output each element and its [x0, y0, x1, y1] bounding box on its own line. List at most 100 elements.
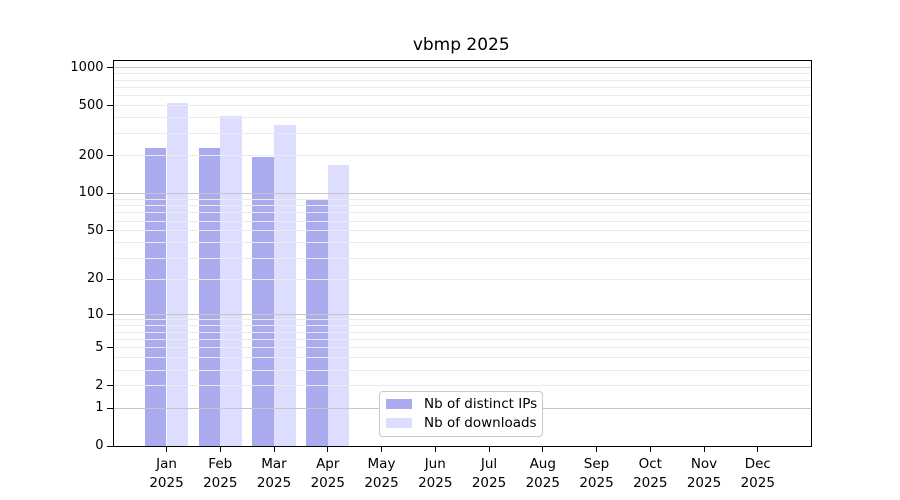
x-axis-tick-year: 2025: [471, 475, 507, 491]
gridline-minor: [113, 155, 811, 157]
gridline-minor: [113, 278, 811, 280]
bar-downloads: [166, 102, 189, 446]
axis-decoration-layer: 0 1 2 5 10 20 50 100 200 500 1000 Jan 2025 Feb 2025 Mar…: [70, 60, 812, 491]
y-axis-tick-label: 50: [86, 222, 104, 238]
y-axis-tick: [106, 445, 113, 447]
gridline-minor: [113, 331, 811, 333]
gridline-minor: [113, 198, 811, 200]
gridline-minor: [113, 133, 811, 135]
x-axis-tick-label: Jul 2025: [457, 455, 521, 493]
gridline-minor: [113, 86, 811, 88]
x-axis-tick-label: Oct 2025: [618, 455, 682, 493]
x-axis-tick-month: Aug: [529, 456, 556, 472]
plot-area: 0 1 2 5 10 20 50 100 200 500 1000 Jan 2025 Feb 2025 Mar…: [70, 60, 812, 491]
legend-swatch-downloads: [386, 418, 412, 428]
bar-distinct-ips: [252, 156, 274, 446]
x-axis-tick-year: 2025: [740, 475, 775, 491]
x-axis-tick-month: Sep: [583, 456, 610, 472]
x-axis-tick-year: 2025: [256, 475, 292, 491]
y-axis-tick: [106, 278, 113, 280]
x-axis-tick-month: Apr: [316, 456, 340, 472]
legend: Nb of distinct IPs Nb of downloads: [379, 390, 543, 437]
bar-distinct-ips: [198, 148, 221, 446]
x-axis-tick: [327, 447, 329, 452]
gridline-minor: [113, 242, 811, 244]
y-axis-tick: [106, 105, 113, 107]
x-axis-tick-year: 2025: [633, 475, 668, 491]
gridline-minor: [113, 357, 811, 359]
gridline-minor: [113, 325, 811, 327]
x-axis-tick-month: Jan: [156, 456, 177, 472]
x-axis-tick-label: Jan 2025: [135, 455, 199, 493]
x-axis-tick-month: Dec: [744, 456, 771, 472]
x-axis-tick: [166, 447, 167, 452]
gridline-minor: [113, 220, 811, 222]
legend-swatch-distinct-ips: [386, 399, 412, 409]
y-axis-tick-label: 500: [78, 97, 104, 113]
x-axis-tick: [542, 447, 544, 452]
y-axis-tick: [106, 155, 113, 157]
x-axis-tick: [488, 447, 490, 452]
x-axis-tick: [273, 447, 275, 452]
chart-title: vbmp 2025: [412, 35, 510, 55]
gridline-minor: [113, 117, 811, 119]
x-axis-tick: [219, 447, 221, 452]
gridline-minor: [113, 230, 811, 232]
y-axis-tick: [106, 230, 113, 232]
gridline-major: [113, 314, 811, 316]
x-axis-tick-year: 2025: [525, 475, 560, 491]
y-axis-tick-label: 100: [78, 185, 104, 201]
gridline-minor: [113, 369, 811, 371]
x-axis-tick-month: Feb: [208, 456, 233, 472]
bar-distinct-ips: [306, 199, 328, 446]
y-axis-tick-label: 200: [78, 147, 104, 163]
y-axis-tick: [106, 314, 113, 316]
x-axis-tick-label: Sep 2025: [565, 455, 629, 493]
x-axis-tick-month: Mar: [261, 456, 287, 472]
x-axis-tick-year: 2025: [203, 475, 238, 491]
gridline-minor: [113, 105, 811, 107]
x-axis-tick-year: 2025: [364, 475, 399, 491]
gridline-minor: [113, 79, 811, 81]
x-axis-tick-month: Nov: [690, 456, 718, 472]
y-axis-tick-label: 20: [86, 271, 104, 287]
x-axis-tick-label: Jun 2025: [403, 455, 467, 493]
gridline-minor: [113, 319, 811, 321]
y-axis-tick-label: 1: [95, 400, 104, 416]
x-axis-tick-label: May 2025: [350, 455, 414, 493]
gridline-minor: [113, 95, 811, 97]
x-axis-tick-label: Apr 2025: [296, 455, 360, 493]
gridline-minor: [113, 205, 811, 207]
x-axis-tick-label: Aug 2025: [511, 455, 575, 493]
gridline-major: [113, 192, 811, 194]
x-axis-tick-month: May: [367, 456, 396, 472]
legend-item-downloads: Nb of downloads: [380, 414, 542, 433]
x-axis-tick: [703, 447, 705, 452]
x-axis-tick-year: 2025: [149, 475, 184, 491]
legend-label-distinct-ips: Nb of distinct IPs: [424, 396, 538, 412]
x-axis-tick-month: Jun: [424, 456, 446, 472]
x-axis-tick-year: 2025: [686, 475, 722, 491]
x-axis-tick-label: Dec 2025: [726, 455, 790, 493]
y-axis-tick-label: 5: [95, 339, 104, 355]
gridline-minor: [113, 73, 811, 75]
y-axis-tick: [106, 67, 113, 69]
x-axis-tick: [596, 447, 597, 452]
gridline-minor: [113, 385, 811, 387]
y-axis-tick: [106, 407, 113, 409]
y-axis-tick: [106, 192, 113, 194]
bars-layer: [114, 61, 812, 446]
x-axis-tick-label: Feb 2025: [188, 455, 252, 493]
y-axis-tick-label: 10: [86, 306, 104, 322]
x-axis-tick: [757, 447, 759, 452]
gridline-minor: [113, 347, 811, 349]
y-axis-tick: [106, 385, 113, 387]
x-axis-tick: [381, 447, 382, 452]
bar-distinct-ips: [144, 148, 167, 446]
y-axis-tick-label: 0: [95, 438, 104, 453]
x-axis-tick: [434, 447, 436, 452]
x-axis-tick-label: Mar 2025: [242, 455, 306, 493]
bar-downloads: [220, 115, 242, 446]
x-axis-tick-month: Jul: [480, 456, 498, 472]
